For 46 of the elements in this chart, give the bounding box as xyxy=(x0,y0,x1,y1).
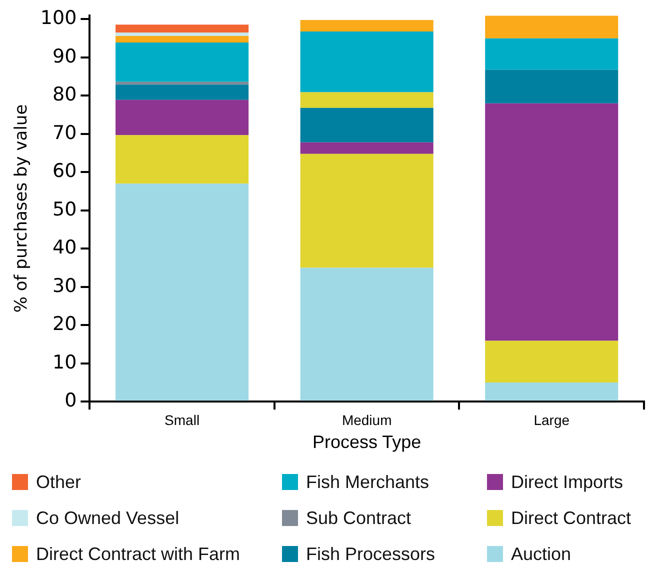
y-tick-label: 40 xyxy=(52,236,77,259)
y-tick-label: 80 xyxy=(52,84,77,106)
bar xyxy=(300,154,434,268)
bar xyxy=(485,103,618,341)
bar xyxy=(116,135,249,184)
bar xyxy=(116,184,249,401)
y-tick-label: 60 xyxy=(52,160,77,182)
legend-label: Other xyxy=(36,472,82,492)
legend-label: Co Owned Vessel xyxy=(36,508,180,528)
y-tick-label: 30 xyxy=(52,274,77,297)
x-tick-label: Small xyxy=(164,412,200,428)
bar xyxy=(300,20,434,32)
x-tick-label: Medium xyxy=(342,412,392,428)
bar xyxy=(116,36,249,43)
y-axis-title: % of purchases by value xyxy=(12,104,32,313)
y-tick-label: 70 xyxy=(52,122,77,144)
bar xyxy=(485,16,618,38)
bar xyxy=(116,42,249,82)
bar xyxy=(485,382,618,401)
legend-label: Direct Imports xyxy=(511,472,624,492)
legend-label: Sub Contract xyxy=(306,508,412,528)
bar xyxy=(485,70,618,104)
legend-label: Direct Contract with Farm xyxy=(36,544,240,564)
x-tick-label: Large xyxy=(534,412,570,428)
legend-label: Auction xyxy=(511,544,572,564)
legend-label: Fish Merchants xyxy=(306,472,430,492)
bar xyxy=(485,340,618,382)
y-tick-label: 20 xyxy=(52,313,77,336)
y-tick-label: 10 xyxy=(52,351,77,374)
bar xyxy=(485,38,618,70)
y-tick-label: 100 xyxy=(40,7,77,30)
y-tick-label: 0 xyxy=(64,390,77,412)
bar xyxy=(116,82,249,85)
bar xyxy=(116,24,249,33)
x-axis-title: Process Type xyxy=(312,432,422,452)
bar xyxy=(300,142,434,154)
bar xyxy=(116,32,249,36)
legend-label: Direct Contract xyxy=(511,508,632,528)
y-tick-label: 50 xyxy=(52,198,77,220)
bar xyxy=(116,100,249,136)
bar xyxy=(300,268,434,401)
bar xyxy=(116,84,249,100)
bar xyxy=(300,31,434,92)
bar xyxy=(300,108,434,142)
legend-label: Fish Processors xyxy=(306,544,436,564)
y-tick-label: 90 xyxy=(52,45,77,68)
